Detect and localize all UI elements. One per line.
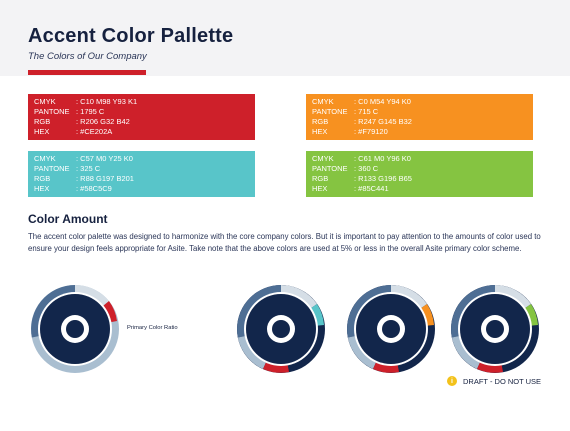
pantone-value: : 1795 C bbox=[76, 107, 105, 116]
center-dot bbox=[272, 320, 290, 338]
page-title: Accent Color Pallette bbox=[28, 25, 234, 47]
section-title: Color Amount bbox=[28, 212, 108, 226]
hex-value: : #F79120 bbox=[354, 127, 388, 136]
pantone-label: PANTONE bbox=[312, 164, 348, 173]
hex-label: HEX bbox=[34, 127, 50, 136]
swatch-red: CMYK : C10 M98 Y93 K1 PANTONE : 1795 C RGB… bbox=[28, 94, 255, 140]
pantone-label: PANTONE bbox=[34, 164, 70, 173]
swatch-orange: CMYK : C0 M54 Y94 K0 PANTONE : 715 C RGB : … bbox=[306, 94, 533, 140]
rgb-label: RGB bbox=[34, 117, 51, 126]
pantone-value: : 360 C bbox=[354, 164, 379, 173]
cmyk-value: : C57 M0 Y25 K0 bbox=[76, 154, 133, 163]
rgb-value: : R133 G196 B65 bbox=[354, 174, 412, 183]
cmyk-value: : C10 M98 Y93 K1 bbox=[76, 97, 138, 106]
swatch-cyan: CMYK : C57 M0 Y25 K0 PANTONE : 325 C RGB : … bbox=[28, 151, 255, 197]
pantone-value: : 325 C bbox=[76, 164, 101, 173]
primary-ratio-donut bbox=[31, 284, 119, 373]
page-subtitle: The Colors of Our Company bbox=[28, 51, 147, 62]
cmyk-label: CMYK bbox=[312, 154, 334, 163]
cmyk-label: CMYK bbox=[34, 154, 56, 163]
rgb-value: : R247 G145 B32 bbox=[354, 117, 412, 126]
center-dot bbox=[66, 320, 84, 338]
hex-label: HEX bbox=[34, 184, 50, 193]
cmyk-label: CMYK bbox=[312, 97, 334, 106]
hex-value: : #58C5C9 bbox=[76, 184, 112, 193]
hex-label: HEX bbox=[312, 127, 328, 136]
header-band: Accent Color Pallette The Colors of Our … bbox=[0, 0, 570, 76]
rgb-label: RGB bbox=[34, 174, 51, 183]
center-dot bbox=[382, 320, 400, 338]
swatch-green: CMYK : C61 M0 Y96 K0 PANTONE : 360 C RGB : … bbox=[306, 151, 533, 197]
donut-green bbox=[451, 285, 539, 373]
hex-value: : #85C441 bbox=[354, 184, 389, 193]
cmyk-value: : C61 M0 Y96 K0 bbox=[354, 154, 411, 163]
rgb-value: : R206 G32 B42 bbox=[76, 117, 130, 126]
donut-cyan bbox=[237, 285, 325, 373]
section-paragraph: The accent color palette was designed to… bbox=[28, 232, 541, 253]
pantone-label: PANTONE bbox=[312, 107, 348, 116]
draft-label: DRAFT - DO NOT USE bbox=[463, 376, 542, 386]
pantone-label: PANTONE bbox=[34, 107, 70, 116]
hex-label: HEX bbox=[312, 184, 328, 193]
title-accent-bar bbox=[28, 70, 146, 75]
rgb-label: RGB bbox=[312, 174, 329, 183]
donut-orange bbox=[347, 285, 435, 373]
rgb-label: RGB bbox=[312, 117, 329, 126]
cmyk-value: : C0 M54 Y94 K0 bbox=[354, 97, 411, 106]
rgb-value: : R88 G197 B201 bbox=[76, 174, 134, 183]
hex-value: : #CE202A bbox=[76, 127, 113, 136]
info-icon: i bbox=[447, 376, 457, 386]
primary-ratio-label: Primary Color Ratio bbox=[127, 325, 178, 331]
pantone-value: : 715 C bbox=[354, 107, 379, 116]
draft-notice: i DRAFT - DO NOT USE bbox=[447, 376, 541, 386]
cmyk-label: CMYK bbox=[34, 97, 56, 106]
center-dot bbox=[486, 320, 504, 338]
